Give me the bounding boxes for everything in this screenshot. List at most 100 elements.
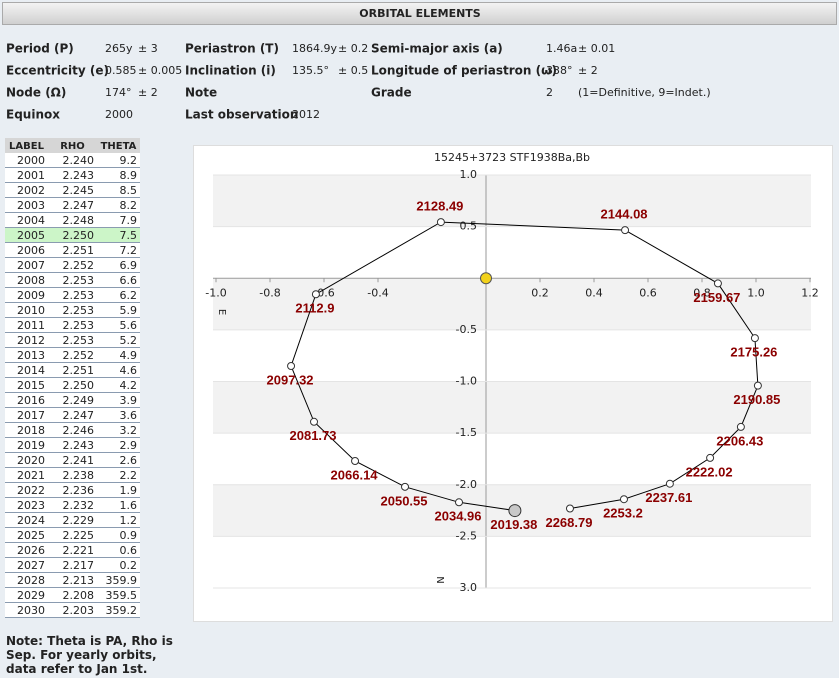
element-error: (1=Definitive, 9=Indet.) xyxy=(578,86,711,99)
table-cell: 2.253 xyxy=(63,334,95,347)
y-tick-label: -2.0 xyxy=(456,478,477,491)
point-label: 2159.67 xyxy=(693,290,740,305)
table-cell: 2.245 xyxy=(63,184,95,197)
table-cell: 2027 xyxy=(17,559,45,572)
table-cell: 2.208 xyxy=(63,589,95,602)
table-row xyxy=(5,393,140,408)
point-label: 2144.08 xyxy=(601,207,648,222)
point-label: 2050.55 xyxy=(381,493,428,508)
table-cell: 1.9 xyxy=(120,484,138,497)
table-cell: 6.9 xyxy=(120,259,138,272)
y-tick-label: -2.5 xyxy=(456,529,477,542)
table-cell: 2.6 xyxy=(120,454,138,467)
element-label: Period (P) xyxy=(6,42,74,56)
orbit-point xyxy=(706,453,715,462)
table-row xyxy=(5,213,140,228)
element-label: Longitude of periastron (ω) xyxy=(371,64,557,78)
table-row xyxy=(5,153,140,168)
x-tick-label: 1.0 xyxy=(747,286,765,299)
table-row xyxy=(5,468,140,483)
table-cell: 2017 xyxy=(17,409,45,422)
element-value: 174° xyxy=(105,86,132,99)
table-cell: 2014 xyxy=(17,364,45,377)
primary-star xyxy=(480,272,492,285)
orbit-point xyxy=(713,279,722,288)
table-row xyxy=(5,543,140,558)
table-row xyxy=(5,558,140,573)
table-cell: 4.2 xyxy=(120,379,138,392)
table-row xyxy=(5,378,140,393)
point-label: 2034.96 xyxy=(435,509,482,524)
x-tick-label: -1.0 xyxy=(205,286,226,299)
point-label: 2237.61 xyxy=(645,490,692,505)
table-row xyxy=(5,228,140,243)
point-label: 2206.43 xyxy=(716,433,763,448)
table-row xyxy=(5,408,140,423)
table-cell: 2.9 xyxy=(120,439,138,452)
x-tick-label: 0.4 xyxy=(585,286,603,299)
table-cell: 2021 xyxy=(17,469,45,482)
table-cell: 2.253 xyxy=(63,319,95,332)
table-cell: 2.238 xyxy=(63,469,95,482)
table-cell: 2.247 xyxy=(63,409,95,422)
table-cell: 2019 xyxy=(17,439,45,452)
point-label: 2019.38 xyxy=(490,517,537,532)
y-tick-label: -1.5 xyxy=(456,426,477,439)
table-row xyxy=(5,303,140,318)
table-row xyxy=(5,438,140,453)
table-cell: 2.253 xyxy=(63,274,95,287)
table-row xyxy=(5,528,140,543)
table-cell: 2.217 xyxy=(63,559,95,572)
table-cell: 2003 xyxy=(17,199,45,212)
element-label: Equinox xyxy=(6,108,60,122)
table-cell: 2022 xyxy=(17,484,45,497)
table-cell: 2.225 xyxy=(63,529,95,542)
orbit-point xyxy=(665,479,674,488)
band xyxy=(213,382,811,433)
y-tick-label: 1.0 xyxy=(460,168,478,181)
table-row xyxy=(5,333,140,348)
table-cell: 2.253 xyxy=(63,304,95,317)
table-cell: 5.9 xyxy=(120,304,138,317)
table-cell: 2.247 xyxy=(63,199,95,212)
x-tick-label: -0.4 xyxy=(367,286,388,299)
table-header-bg xyxy=(5,138,140,153)
x-tick-label: -0.8 xyxy=(259,286,280,299)
table-cell: 2009 xyxy=(17,289,45,302)
element-label: Periastron (T) xyxy=(185,42,279,56)
x-tick-label: 1.2 xyxy=(801,286,819,299)
table-cell: 2.253 xyxy=(63,289,95,302)
table-cell: 7.5 xyxy=(120,229,138,242)
table-cell: 7.9 xyxy=(120,214,138,227)
header-bar xyxy=(2,2,837,25)
table-cell: 2016 xyxy=(17,394,45,407)
table-row xyxy=(5,588,140,603)
orbit-point xyxy=(310,417,319,426)
table-cell: 5.6 xyxy=(120,319,138,332)
element-label: Note xyxy=(185,86,217,100)
table-row xyxy=(5,363,140,378)
table-cell: 2012 xyxy=(17,334,45,347)
table-cell: 8.2 xyxy=(120,199,138,212)
table-cell: 8.9 xyxy=(120,169,138,182)
table-cell: 8.5 xyxy=(120,184,138,197)
north-label: N xyxy=(434,576,445,583)
element-error: ± 2 xyxy=(138,86,158,99)
element-label: Inclination (i) xyxy=(185,64,276,78)
table-cell: 2.213 xyxy=(63,574,95,587)
table-cell: 2000 xyxy=(17,154,45,167)
x-tick-label: 0.6 xyxy=(639,286,657,299)
table-cell: 2.203 xyxy=(63,604,95,617)
element-label: Node (Ω) xyxy=(6,86,66,100)
orbit-point xyxy=(565,504,574,513)
header-title: ORBITAL ELEMENTS xyxy=(359,7,481,20)
table-cell: 2007 xyxy=(17,259,45,272)
table-row xyxy=(5,483,140,498)
table-cell: 1.2 xyxy=(120,514,138,527)
element-error: ± 3 xyxy=(138,42,158,55)
table-cell: 3.6 xyxy=(120,409,138,422)
element-label: Semi-major axis (a) xyxy=(371,42,503,56)
table-cell: 2010 xyxy=(17,304,45,317)
table-row xyxy=(5,513,140,528)
